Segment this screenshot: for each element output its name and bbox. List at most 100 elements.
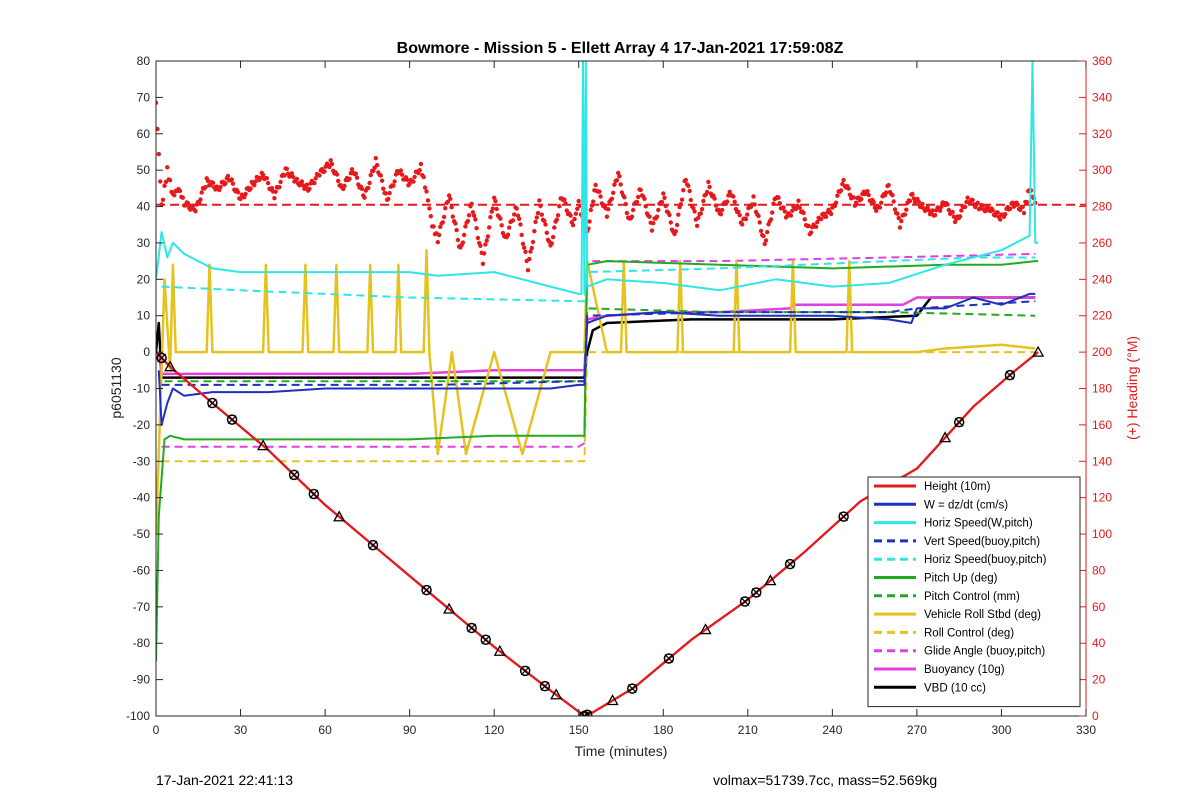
- marker-circle: [288, 469, 300, 481]
- marker-cross: [785, 559, 795, 569]
- y-tick-label: -10: [133, 382, 151, 396]
- heading-point: [897, 225, 903, 230]
- heading-point: [874, 208, 879, 213]
- heading-point: [278, 179, 283, 185]
- heading-point: [806, 223, 811, 229]
- height-marker: [627, 683, 638, 694]
- heading-point: [523, 249, 528, 254]
- marker-cross: [579, 711, 589, 716]
- marker-circle: [739, 596, 751, 607]
- heading-point: [606, 207, 611, 212]
- marker-cross: [520, 666, 530, 676]
- y-axis-label-right: (+) Heading (°M): [1124, 336, 1140, 440]
- heading-point: [225, 173, 231, 179]
- heading-point: [647, 214, 652, 219]
- heading-point: [440, 220, 445, 225]
- marker-cross: [207, 398, 217, 408]
- heading-point: [692, 209, 697, 214]
- y-tick-label: -50: [133, 527, 151, 541]
- heading-point: [636, 194, 641, 200]
- heading-point: [763, 238, 769, 243]
- heading-point: [494, 206, 499, 212]
- heading-point: [902, 212, 908, 217]
- marker-circle: [207, 397, 218, 409]
- heading-point: [159, 202, 164, 207]
- heading-point: [884, 190, 889, 195]
- heading-point: [617, 174, 622, 179]
- heading-point: [990, 208, 995, 213]
- heading-point: [529, 245, 534, 251]
- heading-point: [386, 196, 391, 202]
- marker-triangle: [442, 602, 456, 614]
- heading-point: [1024, 199, 1030, 205]
- heading-point: [163, 179, 169, 185]
- y-tick-label: -100: [126, 709, 150, 723]
- heading-point: [448, 196, 453, 201]
- heading-point: [478, 243, 483, 248]
- heading-point: [777, 201, 782, 206]
- y-tick-label: -40: [133, 491, 151, 505]
- height-marker: [163, 360, 177, 372]
- heading-point: [530, 239, 536, 245]
- heading-point: [959, 208, 964, 213]
- y-right-tick-label: 220: [1092, 309, 1112, 323]
- height-marker: [751, 587, 762, 598]
- heading-point: [466, 213, 472, 218]
- heading-point: [210, 180, 216, 186]
- y-tick-label: -60: [133, 563, 151, 577]
- heading-point: [533, 219, 538, 225]
- heading-point: [470, 210, 476, 215]
- heading-point: [289, 171, 295, 176]
- height-marker: [207, 397, 218, 409]
- marker-triangle: [764, 574, 777, 586]
- marker-triangle: [606, 694, 619, 706]
- heading-point: [156, 151, 161, 157]
- heading-point: [193, 209, 198, 214]
- heading-point: [678, 202, 683, 207]
- heading-point: [688, 197, 693, 203]
- heading-point: [543, 222, 548, 227]
- heading-point: [498, 216, 503, 221]
- height-marker: [308, 488, 320, 500]
- marker-triangle: [163, 360, 177, 372]
- heading-point: [368, 172, 373, 178]
- heading-point: [471, 213, 477, 218]
- y-right-tick-label: 260: [1092, 236, 1112, 250]
- heading-point: [425, 198, 431, 203]
- marker-cross: [289, 470, 299, 480]
- heading-point: [813, 224, 819, 229]
- heading-point: [985, 204, 990, 209]
- height-marker: [256, 439, 270, 451]
- heading-point: [679, 197, 685, 202]
- heading-point: [520, 241, 526, 246]
- heading-point: [549, 241, 554, 246]
- heading-point: [737, 213, 742, 218]
- heading-point: [686, 183, 691, 188]
- heading-point: [818, 216, 824, 222]
- heading-point: [172, 193, 177, 198]
- heading-point: [663, 203, 668, 209]
- height-marker: [539, 680, 551, 692]
- heading-point: [327, 164, 332, 170]
- legend: Height (10m) W = dz/dt (cm/s) Horiz Speed(…: [867, 476, 1081, 708]
- footer-stats: volmax=51739.7cc, mass=52.569kg: [713, 772, 938, 788]
- height-marker: [442, 602, 456, 614]
- height-marker: [1031, 345, 1045, 357]
- heading-point: [681, 188, 686, 193]
- marker-circle: [226, 414, 238, 425]
- y-tick-label: 10: [137, 309, 151, 323]
- y-right-tick-label: 340: [1092, 90, 1112, 104]
- heading-point: [691, 205, 696, 211]
- heading-point: [757, 220, 762, 225]
- heading-point: [383, 191, 388, 196]
- heading-point: [294, 176, 300, 182]
- heading-point: [190, 203, 196, 208]
- marker-cross: [839, 512, 849, 522]
- heading-point: [264, 176, 269, 181]
- heading-point: [823, 214, 829, 219]
- height-marker: [466, 622, 477, 634]
- heading-point: [937, 208, 943, 213]
- marker-cross: [368, 540, 378, 550]
- heading-point: [336, 178, 341, 184]
